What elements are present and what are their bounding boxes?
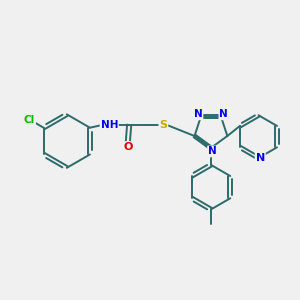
Text: N: N [256, 153, 265, 163]
Text: N: N [194, 110, 203, 119]
Text: S: S [159, 120, 167, 130]
Text: N: N [208, 146, 217, 157]
Text: Cl: Cl [24, 115, 35, 124]
Text: NH: NH [100, 120, 118, 130]
Text: O: O [123, 142, 132, 152]
Text: N: N [219, 110, 228, 119]
